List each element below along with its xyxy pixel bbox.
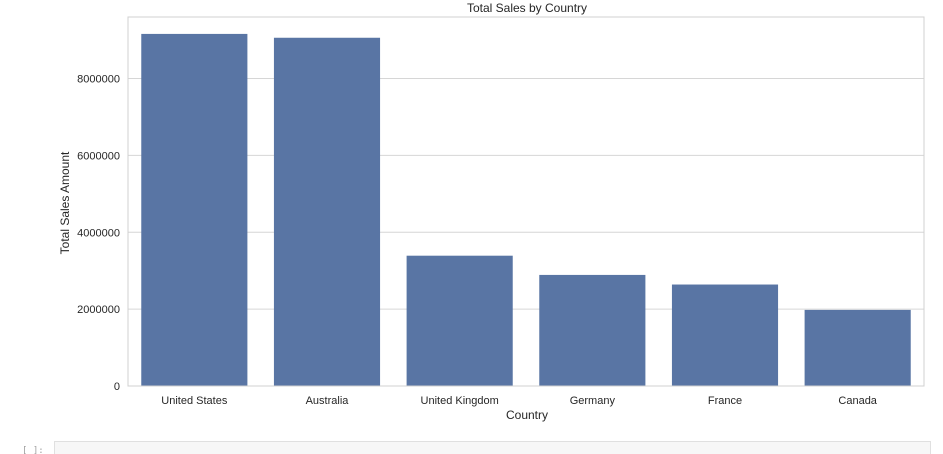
x-tick-label: Australia xyxy=(306,395,350,407)
y-axis-label: Total Sales Amount xyxy=(58,151,72,254)
y-tick-label: 6000000 xyxy=(77,150,120,162)
x-tick-label: United States xyxy=(161,395,228,407)
plot-frame xyxy=(127,16,925,387)
x-tick-labels: United States Australia United Kingdom Germ… xyxy=(161,395,877,407)
x-tick-label: France xyxy=(708,395,742,407)
y-tick-label: 8000000 xyxy=(77,74,120,86)
chart-title: Total Sales by Country xyxy=(467,1,587,15)
x-tick-label: Canada xyxy=(838,395,877,407)
y-tick-labels: 0 2000000 4000000 6000000 8000000 xyxy=(77,74,120,394)
x-tick-label: United Kingdom xyxy=(421,395,499,407)
x-axis-label: Country xyxy=(506,408,548,422)
x-tick-label: Germany xyxy=(570,395,616,407)
bar-germany xyxy=(539,274,646,386)
bar-chart: 0 2000000 4000000 6000000 8000000 United Sta… xyxy=(58,1,925,422)
y-tick-label: 0 xyxy=(114,381,120,393)
bar-france xyxy=(671,284,779,386)
bars xyxy=(141,33,911,386)
bar-united-states xyxy=(141,33,248,386)
bar-canada xyxy=(804,309,911,386)
bar-australia xyxy=(273,37,381,386)
y-tick-label: 2000000 xyxy=(77,304,120,316)
y-tick-label: 4000000 xyxy=(77,227,120,239)
next-cell-prompt: [ ]: xyxy=(22,446,44,454)
next-cell-input[interactable] xyxy=(54,441,931,454)
bar-united-kingdom xyxy=(406,255,513,386)
